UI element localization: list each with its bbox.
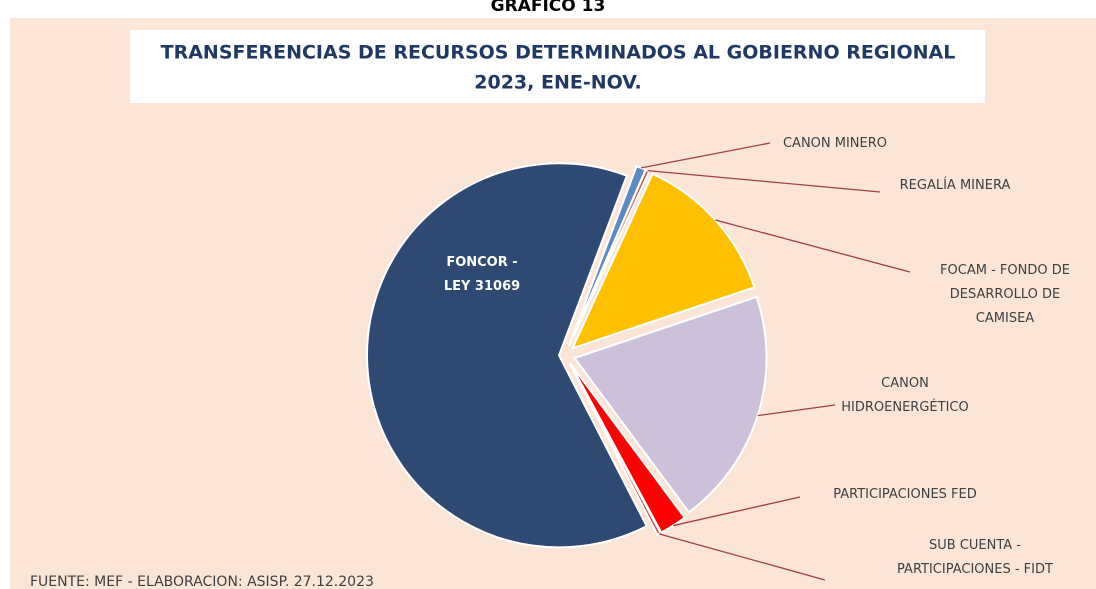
pie-slice [572, 295, 768, 514]
leader-line [658, 533, 826, 581]
leader-line [647, 169, 881, 193]
chart-title: TRANSFERENCIAS DE RECURSOS DETERMINADOS … [161, 42, 956, 64]
pie-slice [570, 172, 756, 350]
title-box [130, 30, 985, 103]
pie-slice [366, 162, 649, 549]
source-note: FUENTE: MEF - ELABORACION: ASISP. 27.12.… [30, 574, 374, 589]
pie-slice [568, 363, 662, 536]
chart-title: 2023, ENE-NOV. [474, 72, 641, 94]
leader-line [757, 404, 836, 417]
slice-label: FONCOR -LEY 31069 [444, 255, 520, 294]
slice-label: CANON MINERO [783, 136, 887, 151]
slice-label: REGALÍA MINERA [900, 177, 1011, 193]
leader-line [715, 219, 911, 273]
leader-line [673, 496, 801, 527]
slice-label: SUB CUENTA -PARTICIPACIONES - FIDT [897, 538, 1053, 577]
slice-label: CANON HIDROENERGÉTICO [841, 376, 968, 415]
slice-label: FOCAM - FONDO DE DESARROLLO DE CAMISEA [940, 263, 1070, 326]
heading: GRAFICO 13 [491, 0, 606, 16]
slice-label: PARTICIPACIONES FED [833, 487, 977, 502]
leader-line [641, 142, 771, 169]
